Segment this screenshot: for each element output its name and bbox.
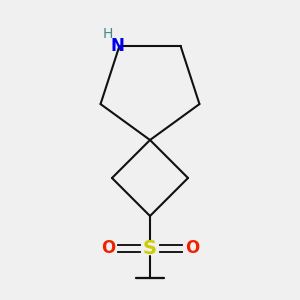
Text: N: N [110,37,124,55]
Text: H: H [102,27,112,41]
Text: O: O [185,239,199,257]
Text: O: O [101,239,115,257]
Text: S: S [143,238,157,257]
